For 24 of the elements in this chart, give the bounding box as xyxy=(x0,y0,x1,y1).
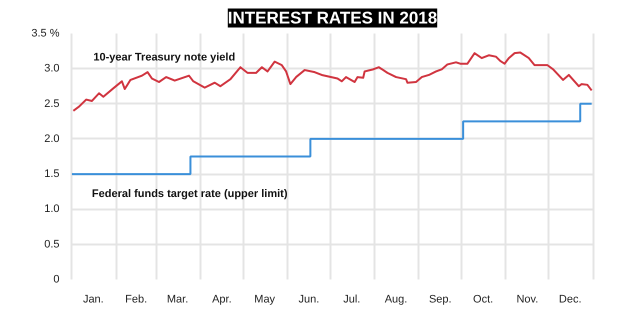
x-tick-label: Aug. xyxy=(384,294,408,306)
x-tick-label: Oct. xyxy=(473,294,494,306)
y-tick-label: 0 xyxy=(53,274,60,286)
y-tick-label: 3.0 xyxy=(44,62,60,75)
y-tick-label: 3.5 % xyxy=(31,28,60,40)
x-tick-label: Sep. xyxy=(428,294,452,306)
x-tick-label: Jul. xyxy=(343,294,360,306)
y-tick-label: 2.0 xyxy=(44,132,60,145)
line-series xyxy=(72,51,593,112)
x-tick-label: Feb. xyxy=(125,294,148,306)
x-tick-label: May xyxy=(254,294,276,306)
x-tick-label: Nov. xyxy=(516,294,538,306)
y-tick-label: 1.0 xyxy=(44,203,60,216)
series-label: Federal funds target rate (upper limit) xyxy=(92,188,288,200)
x-tick-label: Jun. xyxy=(298,294,320,306)
x-tick-label: Jan. xyxy=(82,294,104,306)
y-tick-label: 0.5 xyxy=(44,238,60,250)
y-tick-label: 2.5 xyxy=(44,98,60,110)
series-label: 10-year Treasury note yield xyxy=(93,52,236,64)
x-tick-label: Dec. xyxy=(558,294,582,306)
chart-title: INTEREST RATES IN 2018 xyxy=(228,8,438,28)
x-tick-label: Mar. xyxy=(166,294,188,306)
y-tick-label: 1.5 xyxy=(44,168,60,180)
x-tick-label: Apr. xyxy=(212,294,232,306)
